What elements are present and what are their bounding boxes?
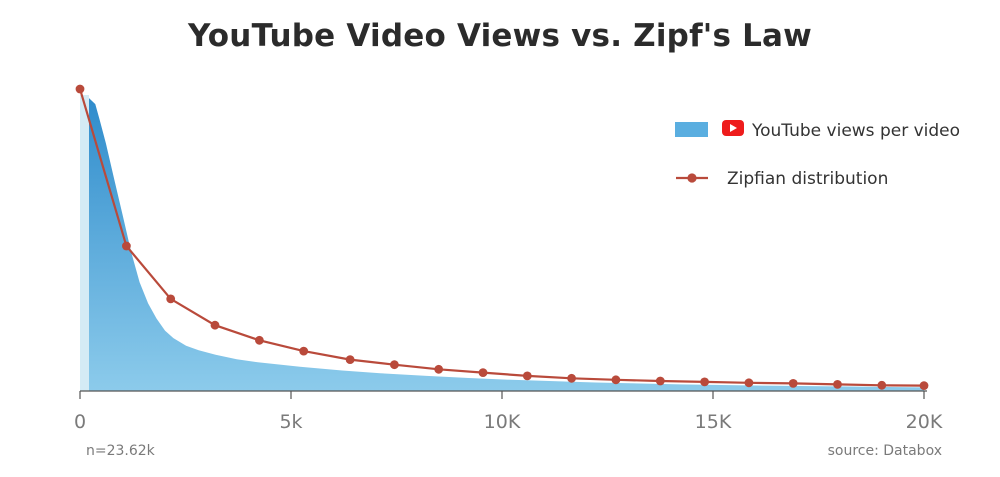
- x-tick-label: 5k: [279, 411, 302, 433]
- zipf-point: [833, 380, 842, 389]
- x-tick-label: 15K: [695, 411, 732, 433]
- zipf-point: [390, 360, 399, 370]
- area-left-edge-shade: [80, 95, 89, 391]
- plot-area: [75, 84, 929, 391]
- zipf-point: [919, 381, 929, 390]
- youtube-views-area: [89, 98, 924, 391]
- zipf-point: [478, 368, 488, 377]
- legend-zipf-marker: [687, 173, 697, 183]
- legend-label-youtube: YouTube views per video: [751, 121, 960, 141]
- zipf-point: [210, 320, 220, 330]
- zipf-point: [434, 364, 444, 374]
- zipf-point: [75, 84, 85, 94]
- zipf-point: [788, 379, 798, 388]
- zipf-point: [166, 294, 176, 304]
- zipf-point: [345, 355, 355, 364]
- zipf-point: [299, 346, 309, 356]
- x-tick-label: 20K: [906, 411, 943, 433]
- x-axis-ticks: 0 5k 10K 15K 20K: [74, 391, 943, 433]
- sample-size-note: n=23.62k: [86, 443, 156, 459]
- source-note: source: Databox: [828, 443, 942, 459]
- zipf-point: [255, 335, 264, 345]
- x-tick-label: 10K: [484, 411, 521, 433]
- chart-title: YouTube Video Views vs. Zipf's Law: [188, 18, 812, 54]
- zipf-point: [655, 376, 665, 386]
- zipf-point: [744, 378, 754, 388]
- zipf-point: [877, 380, 887, 390]
- zipf-point: [700, 377, 709, 387]
- zipf-point: [122, 241, 131, 251]
- legend: YouTube views per video Zipfian distribu…: [675, 120, 960, 189]
- x-tick-label: 0: [74, 411, 86, 433]
- youtube-logo-icon: [722, 120, 744, 136]
- zipf-point: [611, 375, 621, 385]
- zipf-point: [522, 371, 532, 381]
- zipf-line: [78, 88, 925, 387]
- legend-label-zipf: Zipfian distribution: [727, 169, 888, 189]
- zipf-points: [75, 84, 929, 390]
- zipf-point: [567, 373, 576, 383]
- legend-area-swatch: [675, 122, 708, 137]
